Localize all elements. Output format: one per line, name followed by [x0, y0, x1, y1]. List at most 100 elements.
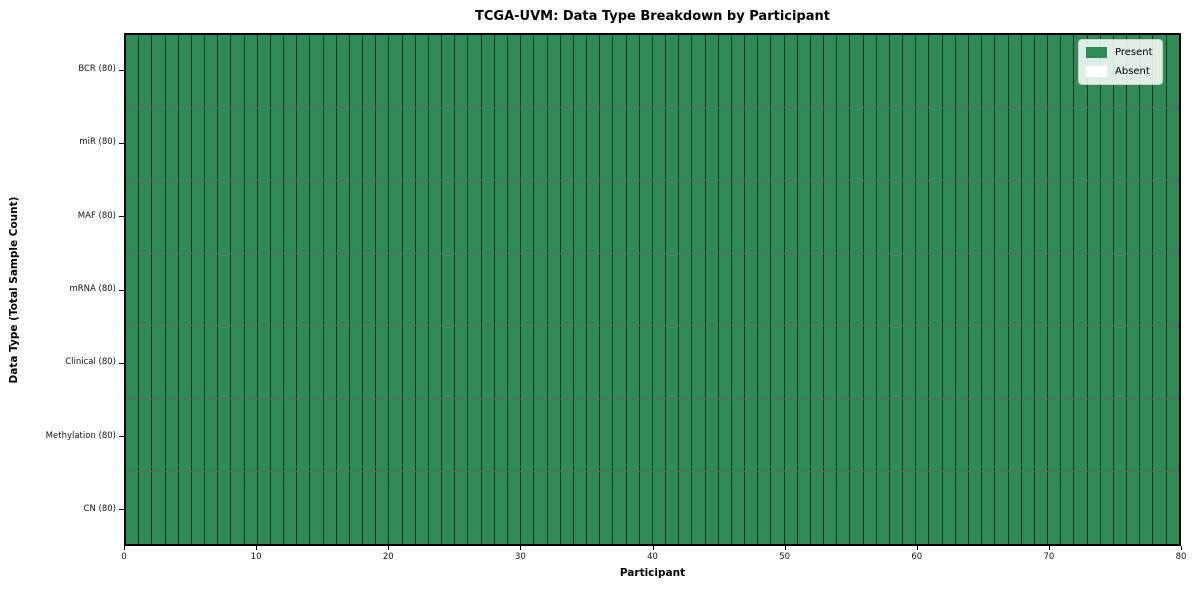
heatmap-cell — [731, 399, 746, 472]
heatmap-cell — [257, 326, 271, 399]
legend-label: Present — [1115, 47, 1153, 58]
heatmap-cell — [810, 35, 825, 107]
heatmap-cell — [468, 253, 482, 326]
heatmap-cell — [1021, 253, 1035, 326]
heatmap-cell — [363, 35, 377, 107]
heatmap-cell — [876, 107, 890, 180]
heatmap-cell — [837, 472, 851, 545]
heatmap-cell — [903, 35, 917, 107]
heatmap-cell — [191, 253, 206, 326]
heatmap-cell — [903, 326, 917, 399]
heatmap-cell — [863, 326, 877, 399]
x-tick-mark — [784, 546, 786, 550]
heatmap-cell — [507, 253, 522, 326]
heatmap-cell — [824, 399, 838, 472]
heatmap-cell — [336, 35, 350, 107]
heatmap-cell — [415, 35, 429, 107]
heatmap-cell — [916, 35, 930, 107]
heatmap-cell — [468, 180, 482, 253]
heatmap-cell — [955, 107, 969, 180]
heatmap-cell — [363, 253, 377, 326]
heatmap-cell — [797, 35, 811, 107]
heatmap-cell — [323, 180, 337, 253]
heatmap-cell — [916, 472, 930, 545]
y-tick-mark — [119, 216, 124, 218]
heatmap-cell — [718, 326, 732, 399]
heatmap-cell — [969, 326, 983, 399]
heatmap-cell — [560, 472, 574, 545]
heatmap-cell — [666, 180, 680, 253]
heatmap-cell — [718, 180, 732, 253]
heatmap-cell — [587, 253, 601, 326]
heatmap-cell — [1153, 180, 1167, 253]
heatmap-cell — [1100, 253, 1114, 326]
heatmap-cell — [1008, 35, 1022, 107]
heatmap-cell — [1074, 180, 1088, 253]
heatmap-cell — [481, 107, 495, 180]
heatmap-cell — [1061, 253, 1075, 326]
heatmap-cell — [639, 180, 653, 253]
heatmap-cell — [1153, 326, 1167, 399]
heatmap-cell — [126, 253, 140, 326]
heatmap-cell — [1008, 326, 1022, 399]
heatmap-cell — [626, 472, 640, 545]
heatmap-cell — [507, 107, 522, 180]
heatmap-cell — [415, 472, 429, 545]
heatmap-cell — [402, 326, 416, 399]
heatmap-cell — [600, 253, 614, 326]
heatmap-cell — [178, 472, 192, 545]
heatmap-cell — [297, 107, 311, 180]
heatmap-cell — [1166, 326, 1179, 399]
heatmap-cell — [1008, 107, 1022, 180]
heatmap-cell — [139, 107, 153, 180]
heatmap-cell — [257, 180, 271, 253]
heatmap-cell — [1140, 399, 1154, 472]
heatmap-cell — [745, 180, 759, 253]
heatmap-cell — [376, 107, 390, 180]
heatmap-cell — [903, 107, 917, 180]
heatmap-cell — [995, 399, 1009, 472]
heatmap-cell — [863, 253, 877, 326]
heatmap-cell — [507, 399, 522, 472]
heatmap-cell — [1100, 472, 1114, 545]
heatmap-cell — [389, 107, 403, 180]
heatmap-cell — [995, 326, 1009, 399]
heatmap-cell — [191, 180, 206, 253]
heatmap-cell — [415, 107, 429, 180]
heatmap-cell — [349, 399, 364, 472]
heatmap-cell — [797, 326, 811, 399]
heatmap-cell — [995, 107, 1009, 180]
heatmap-cell — [876, 180, 890, 253]
heatmap-cell — [850, 35, 864, 107]
heatmap-cell — [534, 35, 548, 107]
heatmap-cell — [205, 326, 219, 399]
heatmap-cell — [270, 399, 285, 472]
heatmap-cell — [363, 107, 377, 180]
heatmap-cell — [323, 399, 337, 472]
heatmap-cell — [442, 180, 456, 253]
heatmap-cell — [916, 399, 930, 472]
heatmap-cell — [1074, 253, 1088, 326]
heatmap-cell — [573, 180, 588, 253]
heatmap-cell — [231, 107, 245, 180]
heatmap-cell — [876, 35, 890, 107]
heatmap-cell — [692, 107, 706, 180]
heatmap-cell — [600, 180, 614, 253]
heatmap-cell — [837, 326, 851, 399]
heatmap-cell — [797, 180, 811, 253]
heatmap-cell — [1061, 472, 1075, 545]
heatmap-cell — [297, 180, 311, 253]
heatmap-cell — [191, 107, 206, 180]
heatmap-cell — [837, 180, 851, 253]
heatmap-cell — [942, 253, 956, 326]
heatmap-cell — [969, 35, 983, 107]
heatmap-cell — [257, 107, 271, 180]
heatmap-cell — [942, 35, 956, 107]
heatmap-cell — [600, 472, 614, 545]
heatmap-cell — [1021, 326, 1035, 399]
heatmap-cell — [560, 107, 574, 180]
heatmap-cell — [402, 107, 416, 180]
heatmap-cell — [784, 180, 798, 253]
heatmap-cell — [1113, 107, 1128, 180]
heatmap-cell — [270, 472, 285, 545]
